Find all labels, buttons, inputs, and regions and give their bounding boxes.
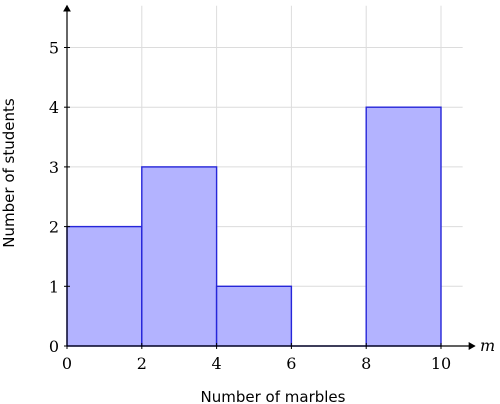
x-axis-title: Number of marbles (201, 388, 346, 404)
x-tick-label-0: 0 (62, 354, 72, 373)
y-axis-title: Number of students (0, 98, 18, 248)
x-tick-label-2: 2 (137, 354, 147, 373)
y-tick-label-3: 3 (49, 158, 59, 177)
y-tick-label-4: 4 (49, 98, 59, 117)
histogram-bar-0-2 (66, 225, 143, 347)
x-tick-label-8: 8 (361, 354, 371, 373)
axes (63, 4, 476, 350)
y-tick-label-5: 5 (49, 39, 59, 58)
histogram-bar-4-6 (215, 285, 293, 347)
x-tick-label-4: 4 (212, 354, 222, 373)
y-tick-label-1: 1 (49, 277, 59, 296)
histogram-bar-8-10 (365, 106, 442, 347)
x-tick-label-10: 10 (431, 354, 451, 373)
y-tick-label-0: 0 (49, 337, 59, 356)
x-tick-label-6: 6 (286, 354, 296, 373)
tick-labels: 0 2 4 6 8 10 0 1 2 3 4 5 (49, 39, 451, 374)
y-tick-label-2: 2 (49, 218, 59, 237)
histogram-bar-2-4 (141, 166, 218, 347)
x-axis-variable: m (480, 336, 495, 355)
